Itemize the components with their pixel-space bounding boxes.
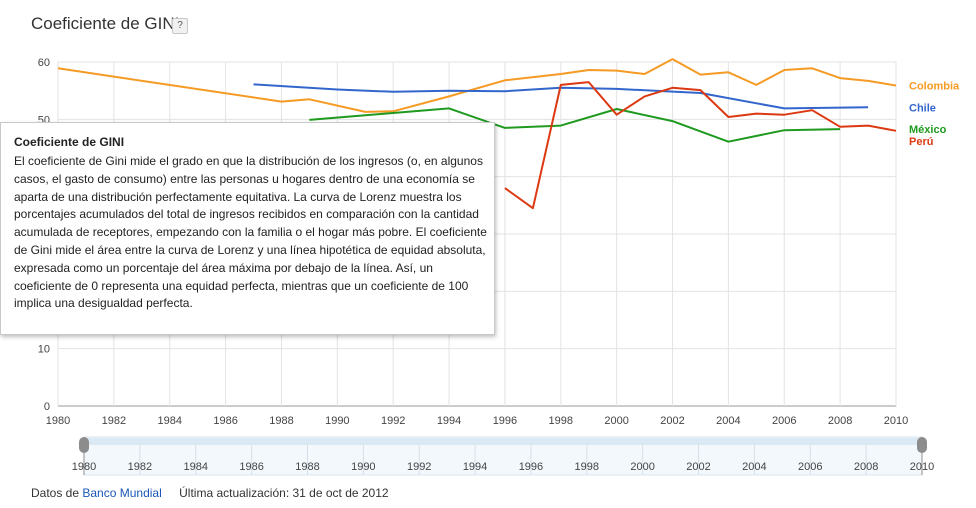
range-selector-bar	[84, 438, 922, 445]
range-tick-label: 1982	[128, 461, 152, 473]
range-tick-label: 2008	[854, 461, 878, 473]
range-tick-label: 1986	[239, 461, 263, 473]
x-tick-label: 1996	[493, 415, 517, 427]
x-tick-label: 2002	[660, 415, 684, 427]
range-tick-label: 1994	[463, 461, 487, 473]
page-title: Coeficiente de GINI	[31, 14, 180, 33]
definition-tooltip: Coeficiente de GINI El coeficiente de Gi…	[0, 122, 495, 335]
x-tick-label: 1982	[102, 415, 126, 427]
range-tick-label: 2002	[686, 461, 710, 473]
source-prefix: Datos de	[31, 486, 80, 500]
y-tick-label: 60	[38, 57, 50, 69]
last-updated: Última actualización: 31 de oct de 2012	[179, 486, 389, 500]
x-tick-label: 2010	[884, 415, 908, 427]
range-tick-label: 1998	[575, 461, 599, 473]
range-tick-label: 1990	[351, 461, 375, 473]
x-tick-label: 1980	[46, 415, 70, 427]
x-tick-label: 1988	[269, 415, 293, 427]
tooltip-title: Coeficiente de GINI	[14, 135, 125, 149]
y-tick-label: 0	[44, 401, 50, 413]
x-tick-label: 1994	[437, 415, 461, 427]
range-tick-label: 1996	[519, 461, 543, 473]
legend-perú: Perú	[909, 136, 933, 148]
tooltip-body: El coeficiente de Gini mide el grado en …	[14, 154, 487, 311]
x-tick-label: 2008	[828, 415, 852, 427]
x-tick-label: 1992	[381, 415, 405, 427]
help-button[interactable]: ?	[172, 18, 188, 34]
source-link[interactable]: Banco Mundial	[82, 486, 162, 500]
legend-chile: Chile	[909, 102, 936, 114]
series-line-chile	[253, 83, 869, 110]
series-line-colombia	[57, 58, 897, 113]
range-tick-label: 2004	[742, 461, 766, 473]
y-tick-label: 10	[38, 344, 50, 356]
range-tick-label: 1988	[295, 461, 319, 473]
x-tick-label: 1998	[549, 415, 573, 427]
range-tick-label: 1992	[407, 461, 431, 473]
range-tick-label: 1984	[183, 461, 207, 473]
range-tick-label: 2006	[798, 461, 822, 473]
x-tick-label: 2004	[716, 415, 740, 427]
series-line-perú	[504, 81, 897, 210]
footer: Datos de Banco Mundial Última actualizac…	[31, 486, 389, 500]
x-tick-label: 2000	[604, 415, 628, 427]
legend-colombia: Colombia	[909, 81, 960, 93]
range-tick-label: 2000	[630, 461, 654, 473]
legend-méxico: México	[909, 124, 947, 136]
x-tick-label: 1984	[157, 415, 181, 427]
series-line-méxico	[309, 107, 841, 143]
x-tick-label: 1986	[213, 415, 237, 427]
x-tick-label: 2006	[772, 415, 796, 427]
x-tick-label: 1990	[325, 415, 349, 427]
